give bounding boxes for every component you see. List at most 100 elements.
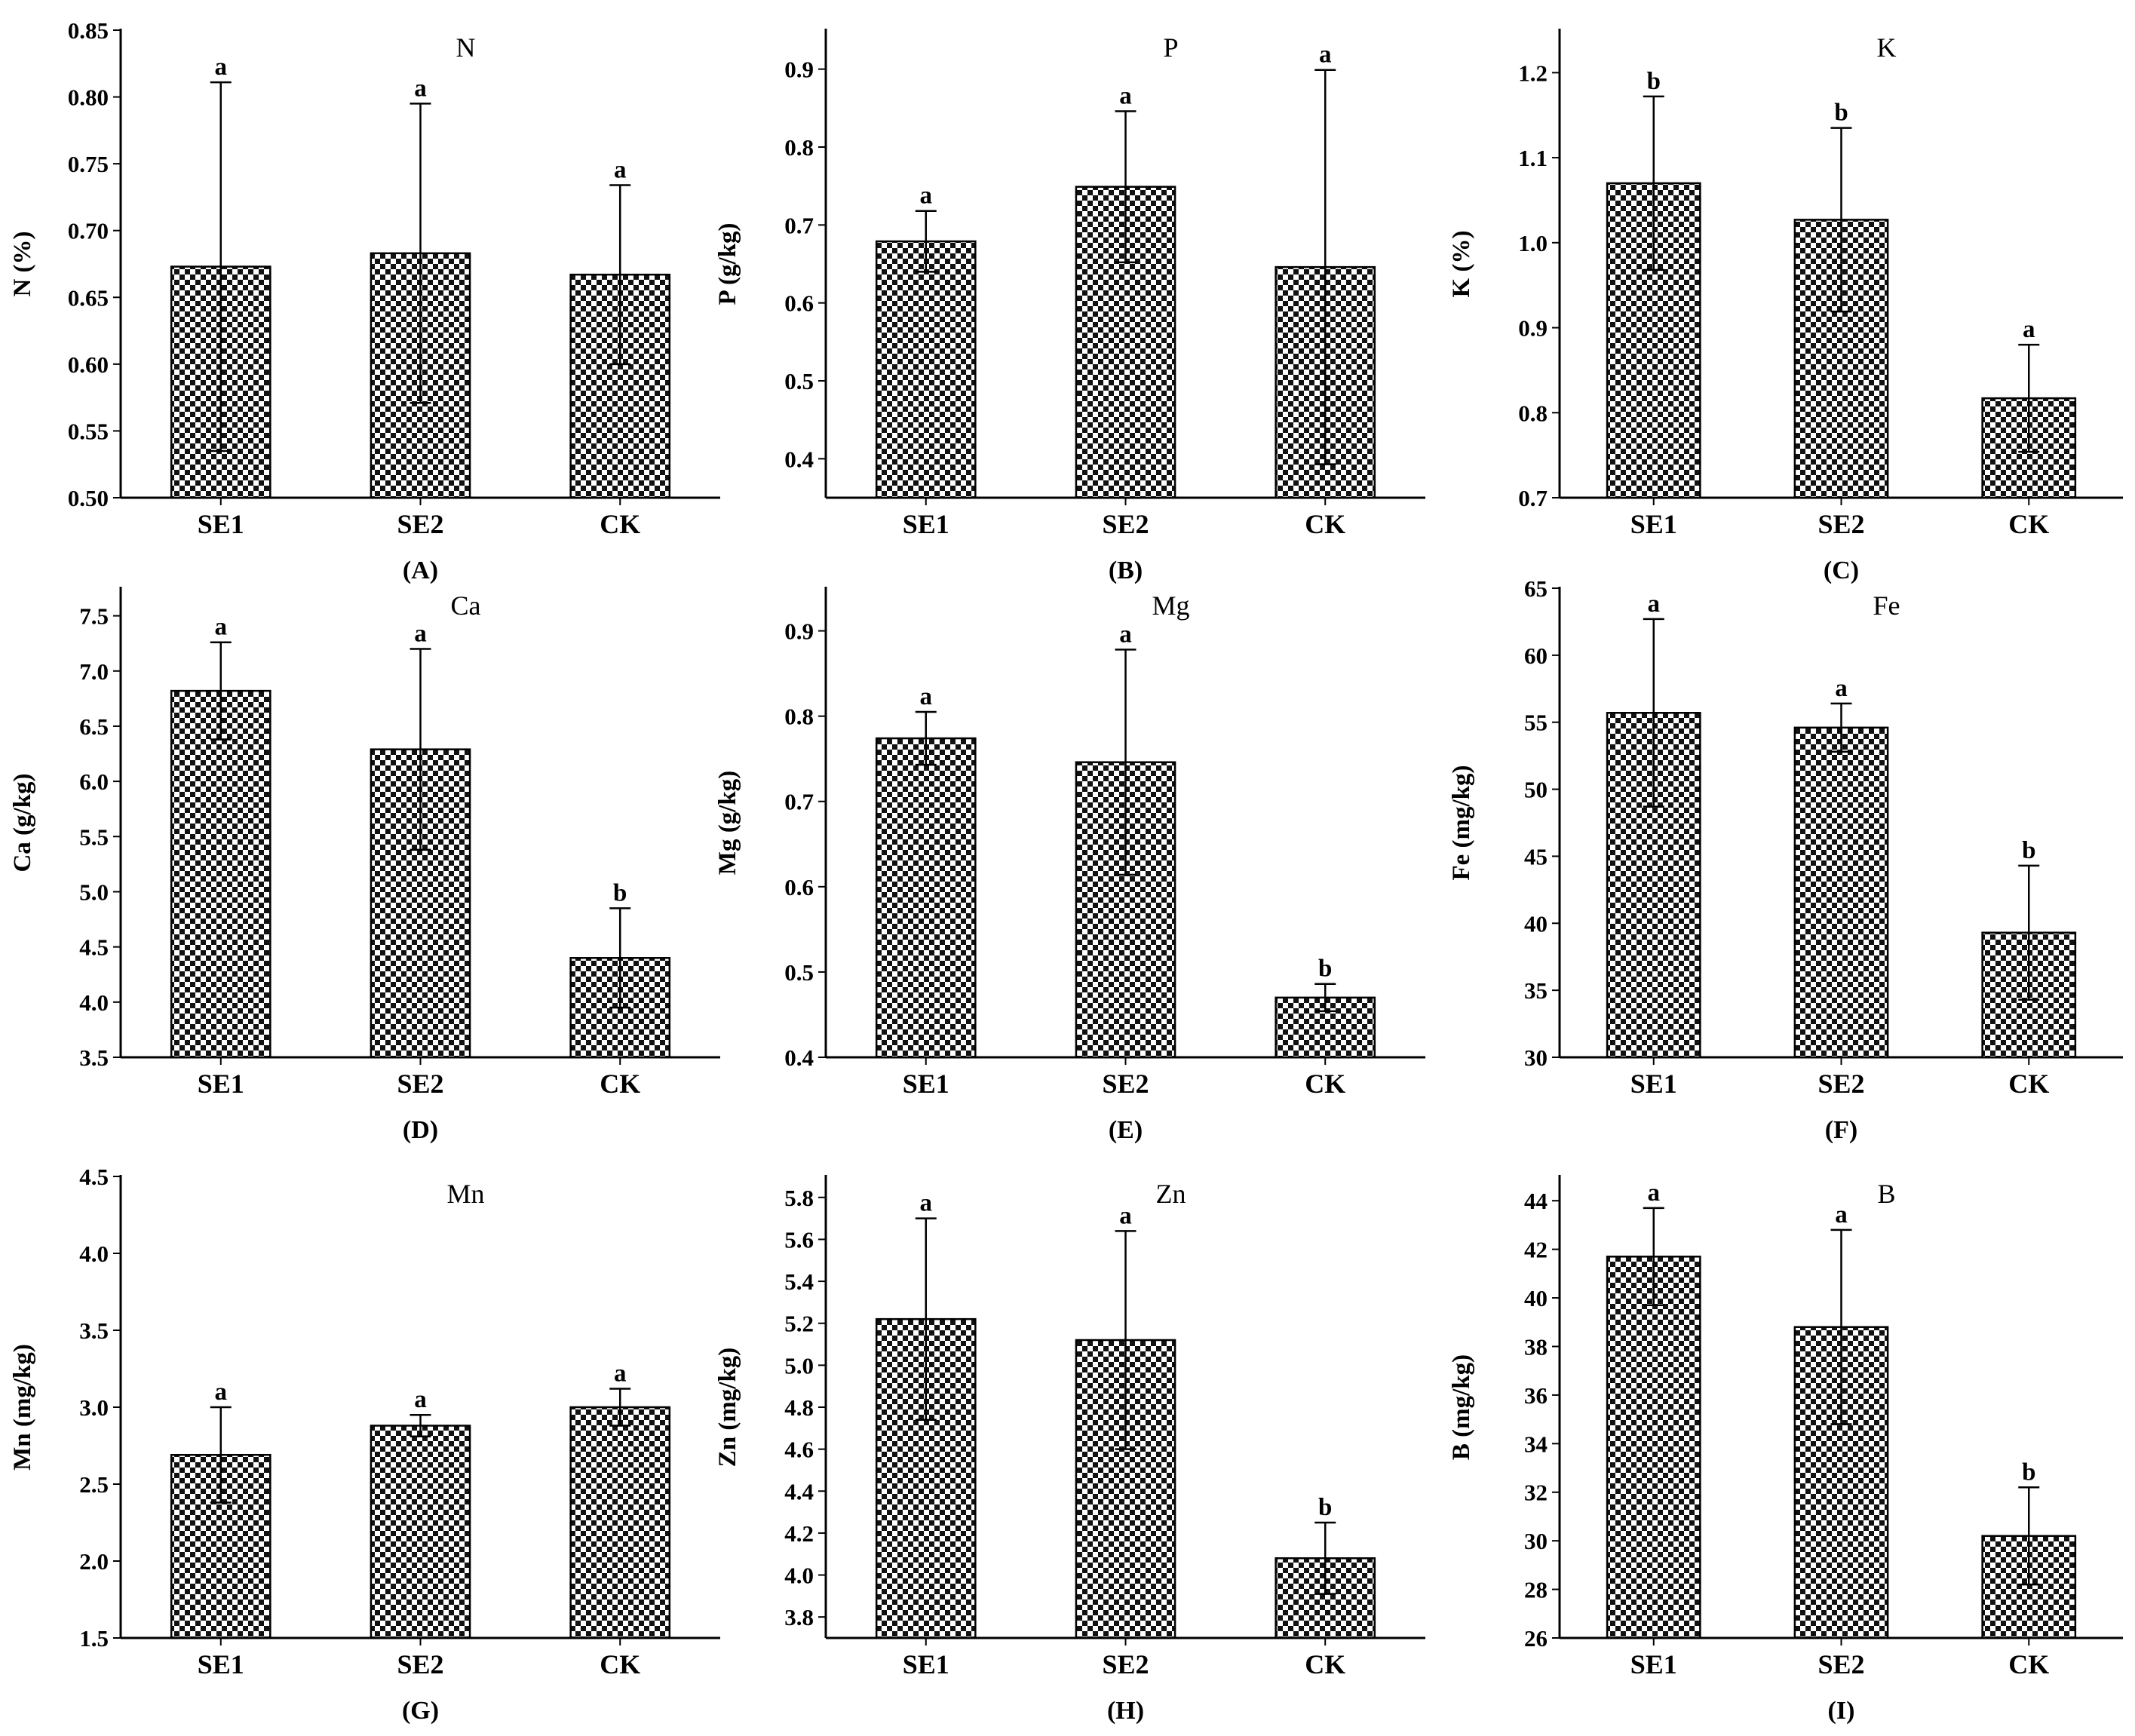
significance-letter: a	[920, 683, 933, 710]
panel-label: (D)	[403, 1116, 438, 1144]
panels: 0.50 0.55 0.60 0.65 0.70 0.75 0.80 0.85 N (%) Na S…	[9, 17, 2123, 1725]
y-tick-label: 4.0	[79, 1241, 109, 1267]
y-tick-label: 0.8	[784, 704, 814, 730]
chart-title: K	[1877, 32, 1897, 63]
y-tick-label: 4.5	[79, 1164, 109, 1190]
significance-letter: b	[613, 879, 627, 906]
y-tick-label: 0.5	[784, 959, 814, 986]
x-tick-label: SE2	[1818, 1069, 1864, 1099]
y-tick-label: 0.80	[68, 84, 109, 111]
y-tick-label: 34	[1524, 1431, 1548, 1457]
y-tick-label: 50	[1524, 777, 1548, 803]
y-tick-label: 42	[1524, 1237, 1548, 1263]
x-tick-label: CK	[600, 509, 640, 539]
bar	[1793, 726, 1889, 1059]
x-tick-label: CK	[1305, 509, 1345, 539]
x-tick-label: SE2	[1102, 1069, 1149, 1099]
y-tick-label: 30	[1524, 1528, 1548, 1554]
y-tick-label: 44	[1524, 1188, 1548, 1214]
panel-label: (F)	[1825, 1116, 1857, 1144]
y-tick-label: 4.4	[784, 1478, 814, 1504]
x-tick-label: SE1	[1630, 1649, 1677, 1679]
y-tick-label: 36	[1524, 1382, 1548, 1409]
bar	[170, 689, 271, 1059]
significance-letter: b	[2022, 1458, 2035, 1486]
significance-letter: a	[1647, 1179, 1660, 1207]
y-axis-label: P (g/kg)	[714, 222, 741, 305]
chart-title: Zn	[1156, 1179, 1186, 1209]
panel-n: 0.50 0.55 0.60 0.65 0.70 0.75 0.80 0.85 N (%) Na S…	[9, 17, 720, 584]
y-tick-label: 30	[1524, 1044, 1548, 1071]
x-tick-label: SE1	[1630, 1069, 1677, 1099]
x-tick-label: SE1	[903, 509, 949, 539]
significance-letter: a	[1647, 590, 1660, 618]
chart-title: Mn	[446, 1179, 484, 1209]
chart-title: B	[1877, 1179, 1895, 1209]
y-tick-label: 38	[1524, 1333, 1548, 1360]
y-tick-label: 0.7	[1518, 485, 1548, 511]
y-tick-label: 3.0	[79, 1394, 109, 1421]
y-tick-label: 1.1	[1518, 145, 1548, 171]
bar	[370, 1425, 471, 1639]
y-tick-label: 45	[1524, 843, 1548, 870]
chart-title: N	[456, 32, 476, 63]
y-tick-label: 7.5	[79, 603, 109, 630]
y-tick-label: 0.75	[68, 151, 109, 177]
x-tick-label: SE1	[1630, 509, 1677, 539]
y-axis-label: Ca (g/kg)	[9, 773, 36, 872]
y-tick-label: 4.6	[784, 1437, 814, 1463]
panel-label: (I)	[1828, 1697, 1855, 1725]
y-tick-label: 3.5	[79, 1044, 109, 1071]
y-tick-label: 0.9	[1518, 315, 1548, 342]
bar	[875, 240, 977, 499]
panel-zn: 3.8 4.0 4.2 4.4 4.6 4.8 5.0 5.2 5.4 5.6 5.8 Zn (mg/…	[714, 1175, 1425, 1725]
chart-title: Ca	[451, 590, 481, 621]
y-tick-label: 0.55	[68, 418, 109, 444]
y-tick-label: 3.5	[79, 1317, 109, 1344]
x-tick-label: CK	[600, 1069, 640, 1099]
panel-label: (H)	[1107, 1697, 1144, 1725]
y-tick-label: 5.0	[79, 879, 109, 905]
y-tick-label: 0.9	[784, 618, 814, 645]
panel-mn: 1.5 2.0 2.5 3.0 3.5 4.0 4.5 Mn (mg/kg) Mn a SE1 a SE…	[9, 1164, 720, 1725]
significance-letter: a	[1119, 1202, 1132, 1229]
y-tick-label: 0.7	[784, 789, 814, 815]
y-axis-label: Zn (mg/kg)	[714, 1348, 741, 1468]
x-tick-label: SE2	[397, 1069, 443, 1099]
y-tick-label: 0.5	[784, 368, 814, 394]
significance-letter: a	[614, 1360, 627, 1388]
significance-letter: a	[2023, 316, 2035, 343]
y-tick-label: 1.5	[79, 1625, 109, 1652]
y-axis-label: N (%)	[9, 231, 36, 296]
significance-letter: a	[414, 75, 427, 102]
y-tick-label: 0.8	[1518, 400, 1548, 426]
x-tick-label: CK	[2008, 1069, 2049, 1099]
significance-letter: a	[414, 620, 427, 647]
y-axis-label: Mg (g/kg)	[714, 771, 741, 875]
y-tick-label: 0.85	[68, 17, 109, 44]
y-tick-label: 5.6	[784, 1226, 814, 1253]
y-tick-label: 1.0	[1518, 230, 1548, 256]
y-tick-label: 0.50	[68, 485, 109, 511]
y-tick-label: 4.8	[784, 1394, 814, 1421]
significance-letter: b	[2022, 837, 2035, 864]
chart-title: Fe	[1873, 590, 1900, 621]
y-tick-label: 40	[1524, 910, 1548, 937]
y-tick-label: 0.8	[784, 134, 814, 161]
y-axis-label: K (%)	[1448, 231, 1475, 298]
significance-letter: a	[1835, 675, 1848, 702]
panel-label: (C)	[1824, 557, 1859, 584]
significance-letter: a	[614, 156, 627, 183]
y-tick-label: 0.4	[784, 446, 814, 472]
significance-letter: a	[1319, 41, 1332, 69]
panel-label: (A)	[403, 557, 438, 584]
x-tick-label: CK	[1305, 1069, 1345, 1099]
significance-letter: a	[215, 54, 228, 81]
significance-letter: a	[215, 614, 228, 641]
bar	[875, 737, 977, 1059]
significance-letter: b	[1834, 100, 1848, 127]
y-tick-label: 5.2	[784, 1311, 814, 1337]
y-tick-label: 1.2	[1518, 60, 1548, 86]
y-tick-label: 4.0	[79, 989, 109, 1016]
y-tick-label: 65	[1524, 575, 1548, 602]
